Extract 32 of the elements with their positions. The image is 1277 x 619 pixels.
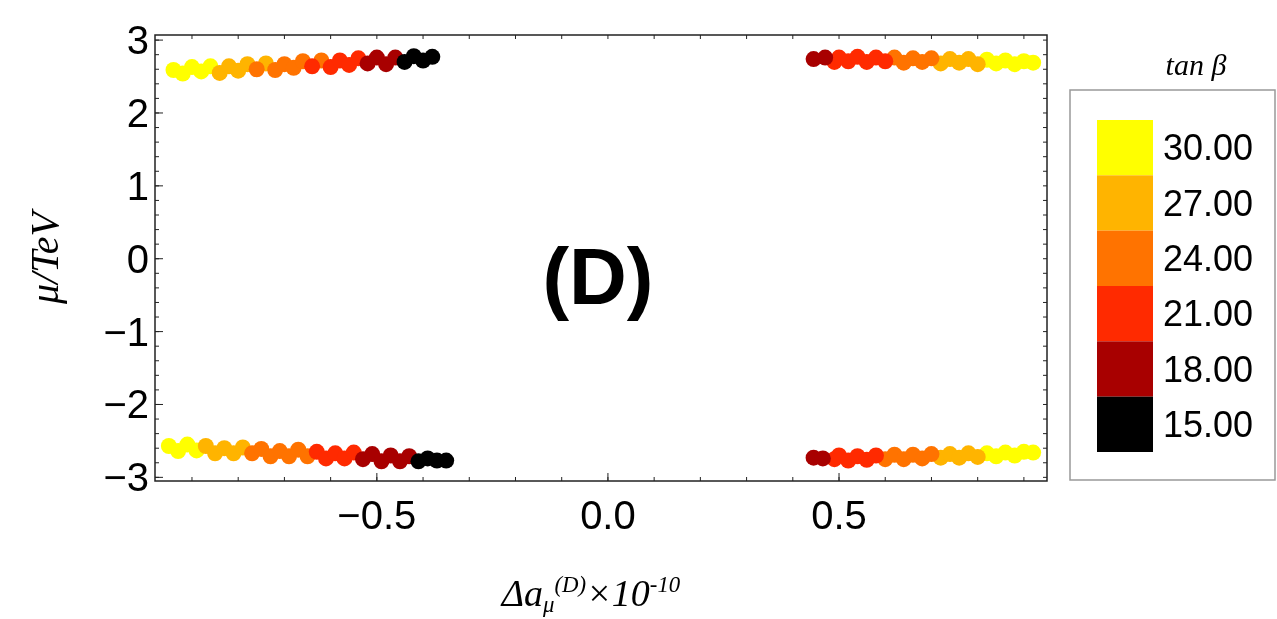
point: [923, 446, 940, 463]
point: [817, 49, 834, 66]
point: [304, 58, 321, 75]
point: [969, 448, 986, 465]
y-tick-label: −2: [103, 382, 149, 427]
y-tick-label: −3: [103, 455, 149, 500]
x-tick-label: −0.5: [337, 493, 417, 537]
legend-label: 18.00: [1163, 348, 1254, 390]
y-tick-label: −1: [103, 309, 149, 354]
point: [877, 53, 894, 70]
point: [923, 50, 940, 67]
y-axis-title: μ/TeV: [22, 207, 67, 305]
legend-label: 27.00: [1163, 182, 1254, 224]
point: [1025, 54, 1042, 71]
legend-label: 21.00: [1163, 293, 1254, 335]
y-tick-label: 0: [126, 236, 149, 281]
legend-label: 24.00: [1163, 237, 1254, 279]
point: [868, 447, 884, 464]
point: [424, 48, 441, 65]
point: [969, 56, 986, 73]
x-tick-label: 0.0: [580, 493, 636, 537]
x-tick-label: 0.5: [811, 493, 867, 537]
y-tick-label: 3: [126, 18, 149, 63]
point: [248, 61, 265, 78]
x-axis-title: Δa$_{μ}$$^{(D)}$×10$^{-10}$: [499, 572, 681, 617]
annotation: (D): [542, 231, 654, 321]
legend-label: 30.00: [1163, 127, 1254, 169]
legend-label: 15.00: [1163, 403, 1254, 445]
legend-title: tan β: [1165, 48, 1227, 81]
y-tick-label: 2: [126, 90, 149, 135]
y-tick-label: 1: [126, 163, 149, 208]
point: [1025, 444, 1042, 461]
